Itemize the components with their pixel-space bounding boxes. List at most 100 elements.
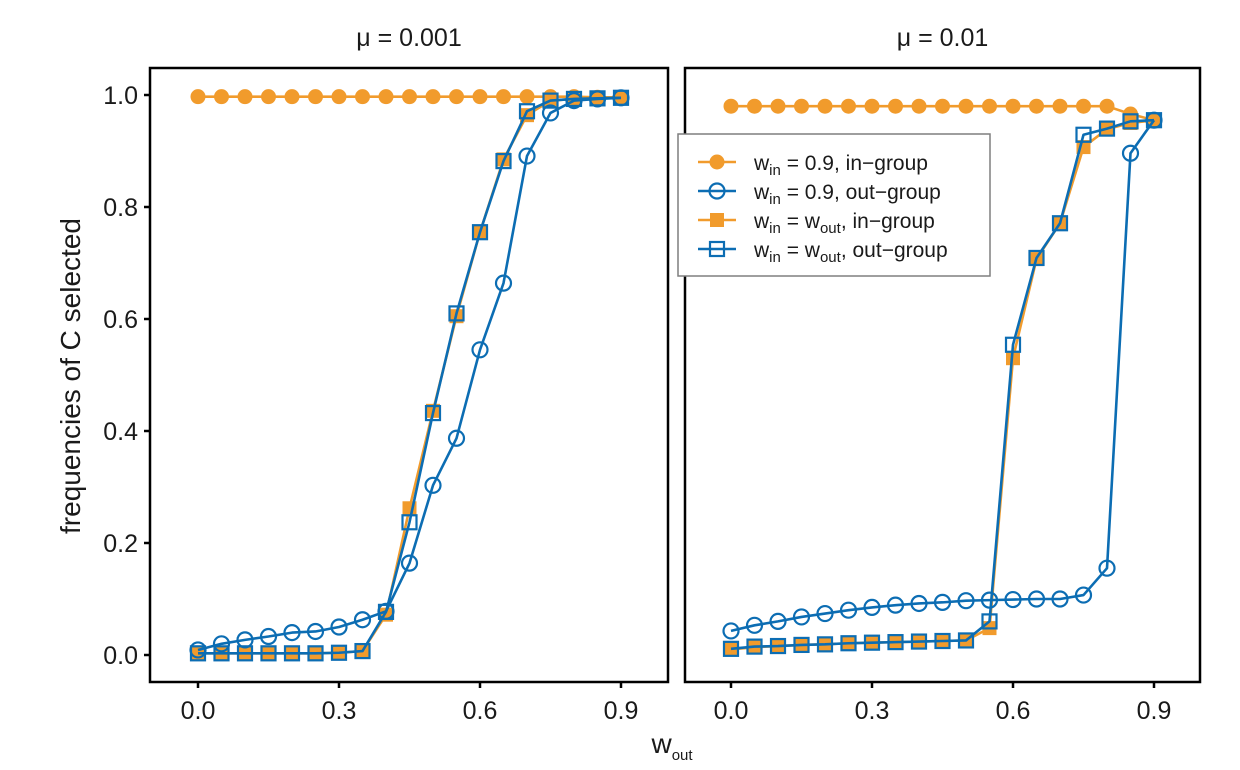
data-point: [863, 598, 881, 617]
data-point: [447, 429, 466, 447]
data-point: [306, 622, 325, 641]
legend-item-eq_in: win = wout, in−group: [698, 210, 935, 237]
series-line: [730, 118, 1155, 651]
data-point: [958, 98, 974, 114]
data-point: [816, 604, 834, 623]
data-point: [353, 611, 372, 629]
data-point: [1051, 215, 1069, 232]
legend-item-in09_out: win = 0.9, out−group: [698, 181, 941, 208]
data-point: [214, 89, 229, 105]
data-point: [378, 89, 394, 105]
data-point: [494, 274, 513, 292]
legend-label: win = wout, in−group: [753, 210, 935, 237]
data-point: [1004, 590, 1022, 609]
data-point: [935, 98, 950, 114]
data-point: [911, 98, 927, 114]
data-point: [261, 89, 276, 105]
x-tick-label: 0.9: [1137, 697, 1172, 725]
legend-label-sub: in: [769, 191, 781, 208]
data-point: [355, 89, 370, 105]
y-tick-label: 0.0: [103, 642, 138, 670]
data-point: [613, 89, 629, 105]
data-point: [933, 593, 952, 611]
legend-marker-icon: [709, 154, 725, 170]
data-point: [307, 645, 324, 662]
data-point: [518, 147, 536, 165]
data-point: [792, 608, 811, 626]
data-point: [496, 89, 511, 105]
data-point: [189, 645, 207, 662]
data-point: [1051, 590, 1069, 608]
data-point: [910, 633, 928, 650]
legend-label-text: = 0.9, out−group: [781, 181, 941, 204]
data-point: [982, 98, 997, 114]
data-point: [541, 104, 560, 122]
legend-marker-icon: [710, 213, 724, 227]
series-line: [730, 119, 1156, 633]
data-point: [212, 635, 231, 653]
series-in09_in: [723, 98, 1162, 128]
data-point: [424, 476, 442, 494]
x-tick-label: 0.9: [604, 697, 639, 725]
data-point: [864, 98, 880, 114]
data-point: [331, 89, 347, 105]
x-tick-label: 0.3: [322, 697, 357, 725]
data-point: [448, 305, 465, 322]
data-point: [565, 90, 583, 108]
data-point: [1121, 144, 1140, 162]
legend-label-var: w: [753, 152, 770, 175]
y-tick-label: 0.6: [103, 306, 138, 334]
data-point: [1075, 126, 1092, 143]
data-point: [887, 634, 904, 651]
data-point: [769, 637, 787, 655]
data-point: [1029, 98, 1044, 114]
panel-frame: [148, 66, 670, 684]
data-point: [190, 89, 206, 105]
y-axis-title: frequencies of C selected: [55, 218, 86, 534]
data-point: [981, 613, 998, 630]
x-tick-label: 0.0: [181, 697, 216, 725]
data-point: [816, 636, 834, 653]
data-point: [259, 627, 278, 646]
data-point: [402, 89, 417, 105]
legend-label: win = 0.9, out−group: [753, 181, 941, 208]
data-point: [841, 98, 856, 114]
data-point: [589, 90, 606, 107]
data-point: [330, 644, 348, 661]
legend-marker-icon: [708, 182, 726, 200]
x-tick-label: 0.6: [996, 697, 1031, 725]
series-eq_out: [722, 112, 1163, 657]
legend-marker-icon: [708, 240, 726, 258]
data-point: [330, 618, 348, 636]
legend-label-text: = 0.9, in−group: [781, 152, 928, 175]
legend-label-text: , in−group: [841, 210, 935, 233]
data-point: [284, 89, 300, 105]
legend-label-sub: out: [820, 220, 842, 237]
y-tick-label: 0.2: [103, 530, 138, 558]
data-point: [722, 640, 740, 657]
data-point: [817, 98, 833, 114]
series-in09_out: [722, 111, 1163, 640]
data-point: [957, 592, 975, 610]
y-tick-label: 0.4: [103, 418, 138, 446]
legend-label-var: w: [753, 210, 770, 233]
x-tick-label: 0.0: [714, 697, 749, 725]
y-tick-label: 1.0: [103, 82, 138, 110]
data-point: [1145, 112, 1163, 129]
data-point: [1004, 336, 1022, 353]
data-point: [612, 89, 630, 106]
data-point: [401, 514, 418, 531]
series-line: [198, 96, 622, 655]
data-point: [794, 98, 809, 114]
legend-label-sub: out: [820, 249, 842, 266]
series-eq_out: [189, 89, 630, 662]
data-point: [260, 645, 277, 662]
data-point: [1052, 98, 1068, 114]
data-point: [1122, 113, 1139, 130]
data-point: [542, 92, 559, 109]
data-point: [213, 645, 230, 662]
data-point: [770, 98, 786, 114]
legend-box: [677, 133, 991, 277]
